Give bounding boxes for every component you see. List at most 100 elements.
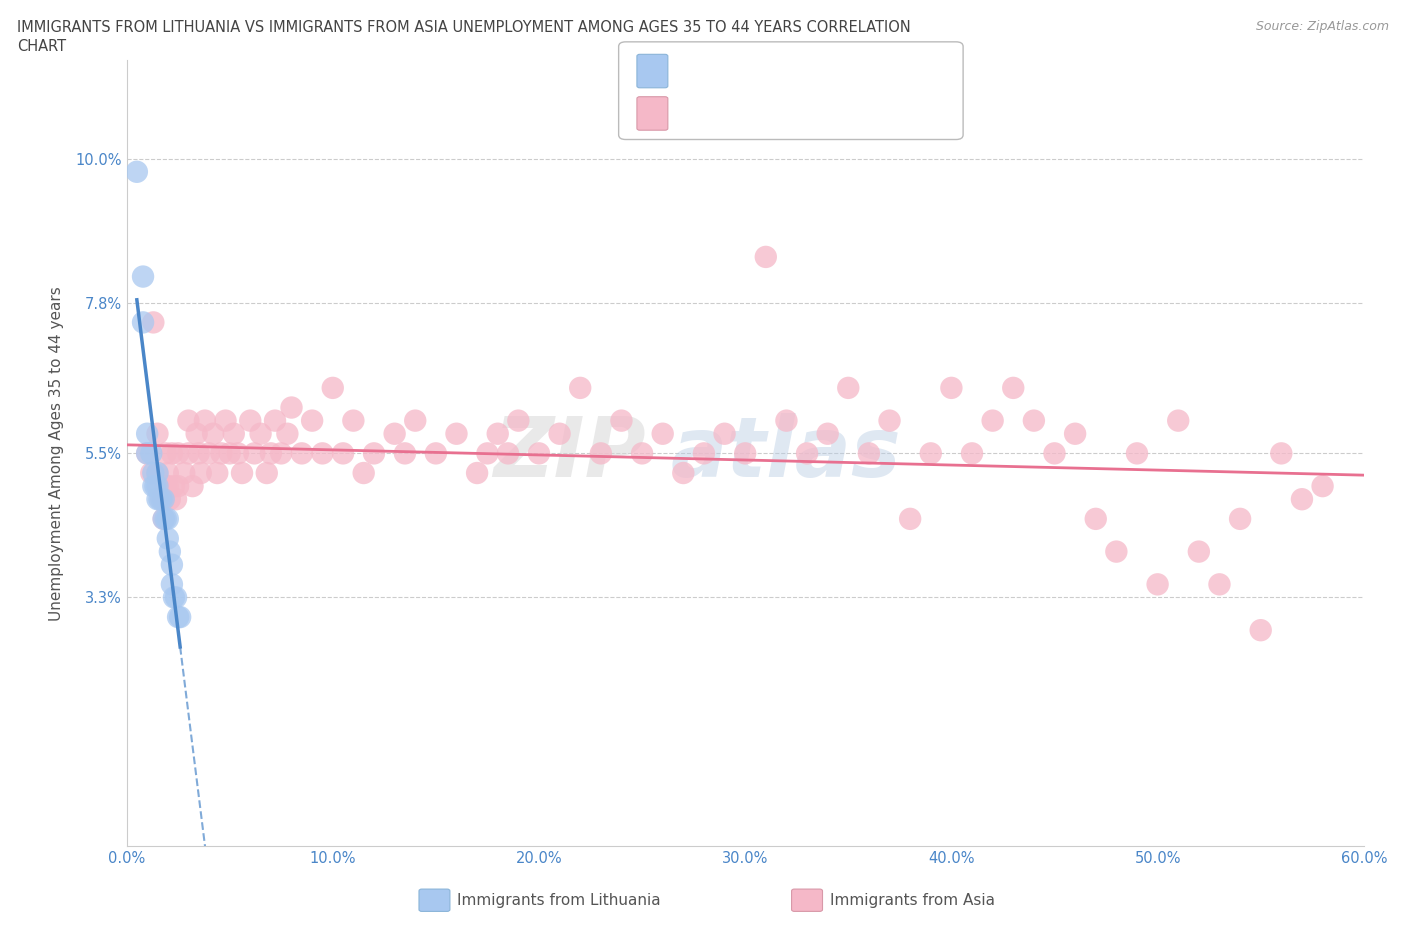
Point bbox=[146, 492, 169, 507]
Point bbox=[169, 610, 191, 625]
Point bbox=[163, 479, 186, 494]
Point bbox=[146, 466, 169, 481]
Point bbox=[527, 446, 550, 461]
Point bbox=[239, 413, 262, 428]
Point bbox=[477, 446, 499, 461]
Point bbox=[209, 446, 232, 461]
Point bbox=[160, 446, 183, 461]
Point bbox=[1022, 413, 1045, 428]
Point bbox=[1126, 446, 1149, 461]
Point bbox=[631, 446, 654, 461]
Point bbox=[167, 610, 190, 625]
Point bbox=[796, 446, 818, 461]
Point bbox=[1208, 577, 1230, 591]
Point bbox=[177, 413, 200, 428]
Point bbox=[837, 380, 859, 395]
Point bbox=[167, 479, 190, 494]
Text: R =: R = bbox=[676, 104, 713, 123]
Point bbox=[152, 512, 174, 526]
Point bbox=[1188, 544, 1211, 559]
Point bbox=[651, 426, 673, 441]
Point bbox=[404, 413, 426, 428]
Point bbox=[693, 446, 716, 461]
Point bbox=[194, 413, 217, 428]
Point bbox=[1250, 623, 1272, 638]
Point bbox=[496, 446, 519, 461]
Point bbox=[353, 466, 375, 481]
Point bbox=[226, 446, 249, 461]
Point bbox=[156, 512, 179, 526]
Point bbox=[181, 479, 204, 494]
Point bbox=[146, 479, 169, 494]
Point bbox=[1312, 479, 1334, 494]
Point bbox=[141, 446, 163, 461]
Point bbox=[152, 512, 174, 526]
Text: 0.365: 0.365 bbox=[718, 62, 776, 80]
Point bbox=[190, 466, 212, 481]
Point bbox=[879, 413, 901, 428]
Point bbox=[1043, 446, 1066, 461]
Point bbox=[146, 466, 169, 481]
Point bbox=[264, 413, 287, 428]
Point bbox=[548, 426, 571, 441]
Point bbox=[755, 249, 778, 264]
Point bbox=[256, 466, 278, 481]
Point bbox=[148, 492, 170, 507]
Point bbox=[145, 479, 167, 494]
Point bbox=[817, 426, 839, 441]
Point bbox=[142, 466, 165, 481]
Point bbox=[610, 413, 633, 428]
Point bbox=[589, 446, 612, 461]
Point bbox=[150, 492, 173, 507]
Point bbox=[155, 479, 177, 494]
Point bbox=[1064, 426, 1087, 441]
Point bbox=[363, 446, 385, 461]
Point bbox=[941, 380, 963, 395]
Point bbox=[142, 315, 165, 330]
Point bbox=[160, 557, 183, 572]
Point bbox=[898, 512, 921, 526]
Point bbox=[156, 479, 179, 494]
Point bbox=[125, 165, 148, 179]
Point bbox=[1002, 380, 1025, 395]
Point bbox=[394, 446, 416, 461]
Point bbox=[960, 446, 983, 461]
Point bbox=[155, 512, 177, 526]
Point bbox=[231, 466, 253, 481]
Point bbox=[981, 413, 1004, 428]
Text: CHART: CHART bbox=[17, 39, 66, 54]
Point bbox=[173, 466, 195, 481]
Point bbox=[342, 413, 364, 428]
Point bbox=[132, 269, 155, 284]
Point bbox=[152, 492, 174, 507]
Point bbox=[1146, 577, 1168, 591]
Point bbox=[159, 492, 181, 507]
Point bbox=[672, 466, 695, 481]
Point bbox=[465, 466, 488, 481]
Point bbox=[486, 426, 509, 441]
Point bbox=[159, 544, 181, 559]
Point bbox=[569, 380, 592, 395]
Text: Immigrants from Lithuania: Immigrants from Lithuania bbox=[457, 893, 661, 908]
Point bbox=[165, 492, 187, 507]
Point bbox=[207, 466, 229, 481]
Point bbox=[136, 446, 159, 461]
Point bbox=[155, 446, 177, 461]
Text: Source: ZipAtlas.com: Source: ZipAtlas.com bbox=[1256, 20, 1389, 33]
Text: atlas: atlas bbox=[671, 413, 901, 494]
Point bbox=[249, 426, 271, 441]
Point bbox=[734, 446, 756, 461]
Point bbox=[202, 426, 225, 441]
Point bbox=[136, 446, 159, 461]
Point bbox=[152, 492, 174, 507]
Point bbox=[163, 590, 186, 604]
Point bbox=[1270, 446, 1292, 461]
Point bbox=[141, 466, 163, 481]
Point bbox=[222, 426, 245, 441]
Point bbox=[322, 380, 344, 395]
Point bbox=[1167, 413, 1189, 428]
Point bbox=[165, 590, 187, 604]
Point bbox=[311, 446, 333, 461]
Point bbox=[150, 492, 173, 507]
Point bbox=[198, 446, 221, 461]
